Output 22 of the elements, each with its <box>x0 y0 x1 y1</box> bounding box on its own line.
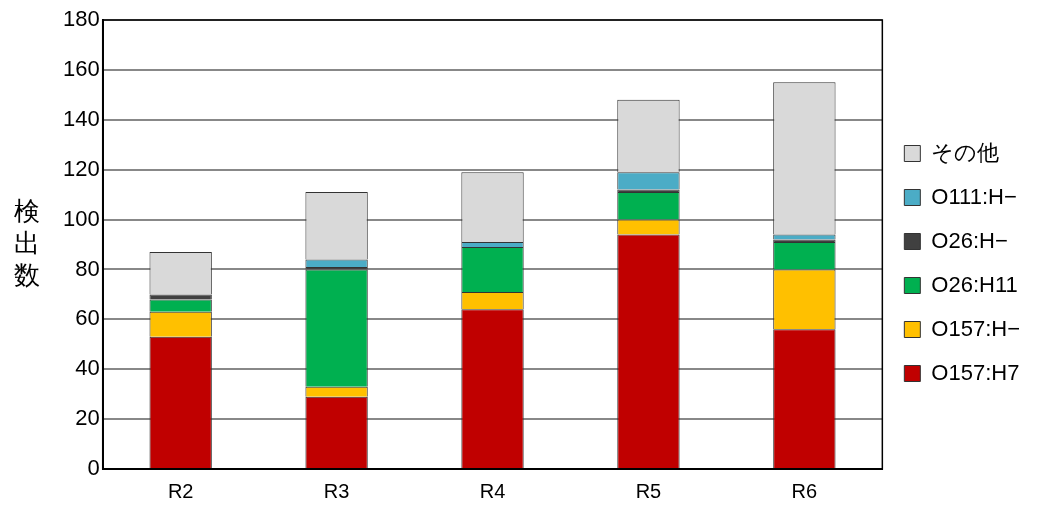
x-tick-label: R2 <box>167 479 194 502</box>
legend-label: O157:H7 <box>931 359 1020 385</box>
y-tick-label: 160 <box>62 55 100 81</box>
x-tick-label: R5 <box>635 479 662 502</box>
y-tick-label: 140 <box>62 105 100 131</box>
legend-label: O26:H− <box>931 227 1008 253</box>
y-tick-label: 80 <box>75 255 100 281</box>
legend-label: その他 <box>931 139 1000 165</box>
y-tick-label: 120 <box>62 155 100 181</box>
y-tick-label: 100 <box>62 205 100 231</box>
y-tick-label: 0 <box>87 455 100 481</box>
x-tick-label: R4 <box>479 479 506 502</box>
y-tick-label: 20 <box>75 405 100 431</box>
legend-label: O111:H− <box>931 183 1017 209</box>
x-tick-label: R3 <box>323 479 350 502</box>
legend-label: O157:H− <box>931 315 1021 341</box>
y-axis-title: 検出数 <box>13 195 41 291</box>
x-tick-label: R6 <box>791 479 818 502</box>
y-tick-label: 40 <box>75 355 100 381</box>
y-tick-label: 180 <box>62 6 100 32</box>
legend-label: O26:H11 <box>931 271 1018 297</box>
y-tick-label: 60 <box>75 305 100 331</box>
